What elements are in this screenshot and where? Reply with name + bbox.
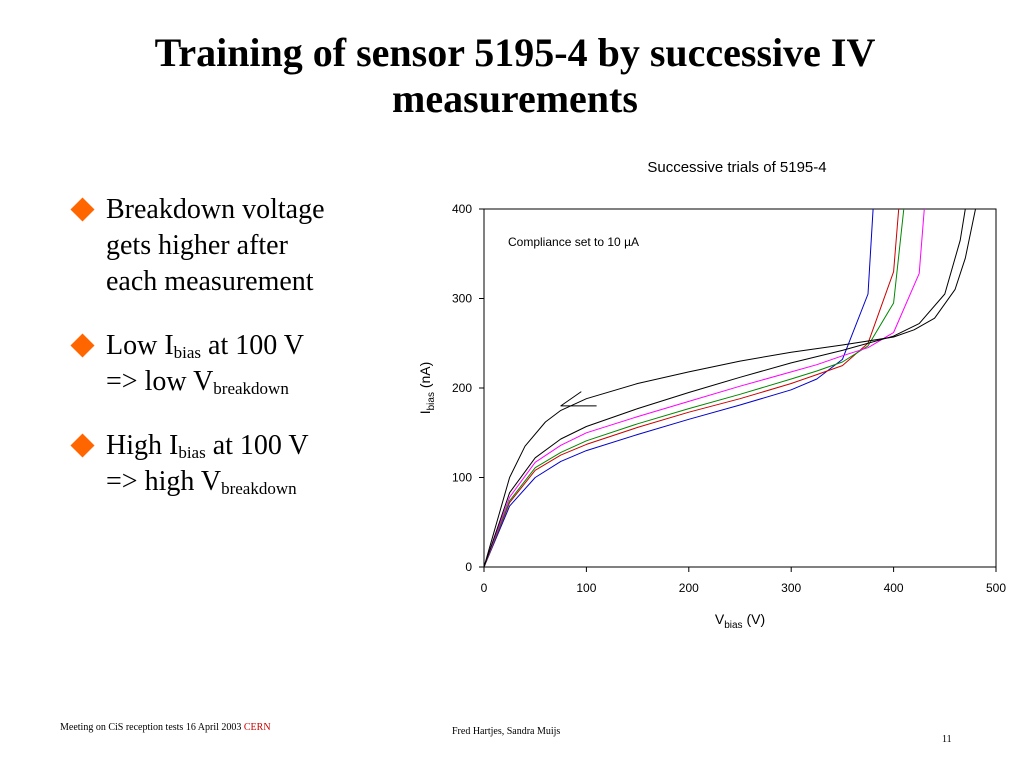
- x-axis-label-main: V: [715, 611, 725, 627]
- bullet-text: at 100 V: [201, 330, 304, 361]
- x-tick-label: 100: [576, 581, 596, 595]
- footer-authors: Fred Hartjes, Sandra Muijs: [452, 726, 561, 737]
- bullet-item-breakdown: Breakdown voltage gets higher after each…: [70, 192, 400, 300]
- y-tick-label: 200: [452, 381, 472, 395]
- page-number: 11: [942, 734, 952, 745]
- slide-title: Training of sensor 5195-4 by successive …: [60, 30, 970, 122]
- bullet-text: Low I: [106, 330, 174, 361]
- plot-area-frame: [483, 208, 997, 568]
- slide-title-line2: measurements: [392, 76, 638, 121]
- y-axis-label-unit: (nA): [417, 362, 433, 392]
- bullet-text: at 100 V: [205, 430, 309, 461]
- bullet-subscript: bias: [173, 343, 202, 362]
- x-axis: 0 100 200 300 400 500: [481, 567, 1006, 595]
- bullet-text: => high V: [106, 466, 222, 497]
- bullet-item-high-ibias: High Ibias at 100 V => high Vbreakdown: [70, 428, 400, 500]
- x-tick-label: 300: [781, 581, 801, 595]
- series-group: [484, 209, 976, 567]
- compliance-annotation: Compliance set to 10 µA: [508, 235, 639, 249]
- chart-title: Successive trials of 5195-4: [647, 159, 826, 176]
- series-line-1: [484, 209, 874, 567]
- bullet-text-line: each measurement: [106, 266, 314, 297]
- y-axis-label-main: I: [417, 410, 433, 414]
- y-tick-label: 0: [465, 560, 472, 574]
- series-line-3: [484, 209, 905, 567]
- x-tick-label: 400: [884, 581, 904, 595]
- bullet-text-line: Breakdown voltage: [106, 194, 325, 225]
- bullet-subscript: breakdown: [213, 379, 289, 398]
- footer-meeting-text: Meeting on CiS reception tests 16 April …: [60, 722, 242, 733]
- series-line-2: [484, 209, 900, 567]
- x-tick-label: 500: [986, 581, 1006, 595]
- bullet-subscript: breakdown: [221, 479, 297, 498]
- bullet-list: Breakdown voltage gets higher after each…: [70, 192, 400, 528]
- bullet-text: High I: [106, 430, 179, 461]
- series-line-6: [484, 209, 976, 567]
- x-axis-label-sub: bias: [724, 620, 742, 631]
- x-axis-label-unit: (V): [743, 611, 766, 627]
- y-axis: 0 100 200 300 400: [452, 202, 484, 574]
- y-axis-label-sub: bias: [426, 392, 437, 410]
- y-axis-label: Ibias (nA): [417, 362, 437, 415]
- series-line-4: [484, 209, 925, 567]
- x-tick-label: 200: [679, 581, 699, 595]
- bullet-subscript: bias: [178, 443, 206, 462]
- series-line-5: [484, 209, 966, 567]
- footer-left: Meeting on CiS reception tests 16 April …: [60, 722, 271, 733]
- series-line-7: [560, 391, 597, 407]
- bullet-item-low-ibias: Low Ibias at 100 V => low Vbreakdown: [70, 328, 400, 400]
- bullet-text: => low V: [106, 366, 214, 397]
- y-tick-label: 300: [452, 292, 472, 306]
- x-tick-label: 0: [481, 581, 488, 595]
- slide-title-line1: Training of sensor 5195-4 by successive …: [154, 30, 876, 75]
- y-tick-label: 400: [452, 202, 472, 216]
- x-axis-label: Vbias (V): [715, 611, 765, 631]
- y-tick-label: 100: [452, 471, 472, 485]
- bullet-text-line: gets higher after: [106, 230, 288, 261]
- footer-cern-link[interactable]: CERN: [243, 722, 271, 733]
